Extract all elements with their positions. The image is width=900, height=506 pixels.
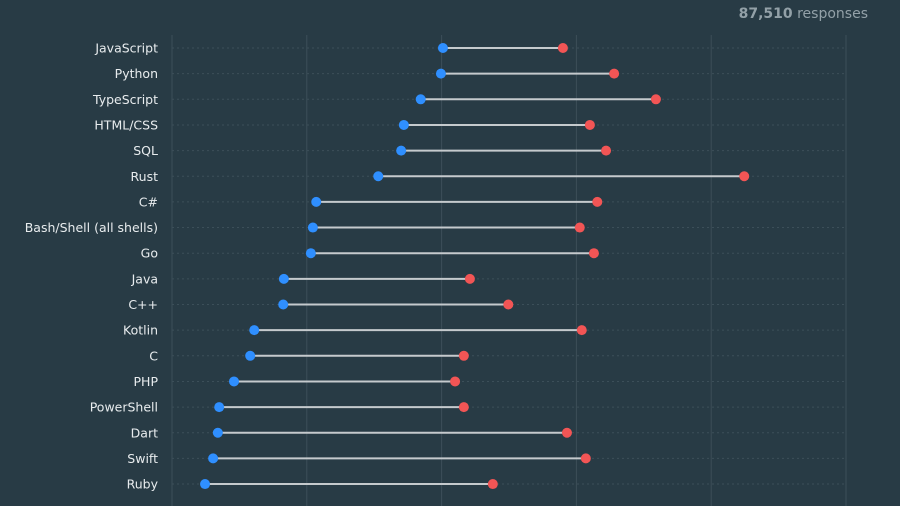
category-label: Swift [127, 451, 158, 466]
desired-point [278, 273, 289, 284]
admired-point [580, 453, 591, 464]
category-label: Go [141, 246, 158, 261]
category-label: HTML/CSS [94, 117, 158, 132]
responses-number: 87,510 [738, 6, 793, 22]
category-label: PHP [134, 374, 159, 389]
desired-point [245, 350, 256, 361]
desired-point [437, 43, 448, 53]
category-label: PowerShell [90, 400, 158, 415]
desired-point [229, 376, 240, 387]
admired-point [561, 427, 572, 438]
desired-point [307, 222, 318, 233]
desired-point [278, 299, 289, 310]
category-label: Ruby [127, 477, 159, 492]
desired-point [396, 145, 407, 156]
admired-point [601, 145, 612, 156]
desired-point [214, 402, 225, 413]
category-label: Bash/Shell (all shells) [25, 220, 158, 235]
desired-point [208, 453, 219, 464]
category-label: TypeScript [92, 92, 158, 107]
admired-point [609, 68, 620, 79]
admired-point [650, 94, 661, 105]
admired-point [450, 376, 461, 387]
desired-point [249, 325, 260, 336]
desired-point [373, 171, 384, 182]
desired-point [311, 196, 322, 207]
category-label: Kotlin [123, 323, 158, 338]
admired-point [458, 350, 469, 361]
admired-point [464, 273, 475, 284]
admired-point [458, 402, 469, 413]
responses-count: 87,510 responses [739, 6, 868, 22]
desired-point [212, 427, 223, 438]
category-label: Dart [131, 425, 158, 440]
desired-point [415, 94, 426, 105]
desired-point [435, 68, 446, 79]
category-label: Rust [131, 169, 159, 184]
admired-point [574, 222, 585, 233]
desired-point [398, 119, 409, 130]
category-label: Python [115, 66, 158, 81]
admired-point [487, 479, 498, 490]
responses-label: responses [797, 6, 868, 22]
desired-point [200, 479, 211, 490]
category-label: C# [139, 194, 158, 209]
admired-point [592, 196, 603, 207]
category-label: C [149, 348, 158, 363]
category-label: C++ [128, 297, 158, 312]
category-label: Java [131, 271, 158, 286]
desired-point [305, 248, 316, 259]
admired-point [588, 248, 599, 259]
admired-point [739, 171, 750, 182]
admired-point [576, 325, 587, 336]
category-label: SQL [133, 143, 158, 158]
admired-point [584, 119, 595, 130]
admired-point [503, 299, 514, 310]
admired-point [557, 43, 568, 53]
category-label: JavaScript [94, 41, 158, 56]
